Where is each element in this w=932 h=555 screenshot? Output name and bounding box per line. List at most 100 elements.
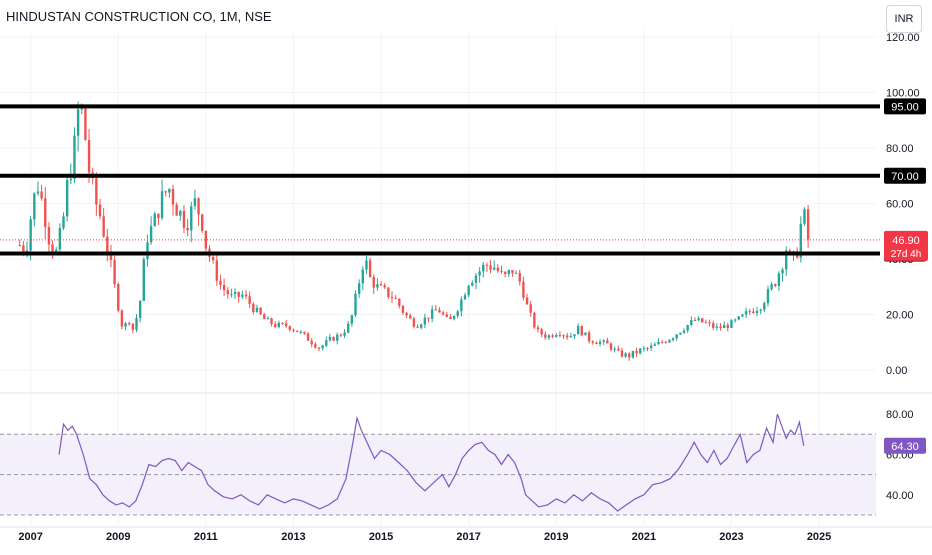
candle-body [149, 226, 153, 243]
candle-body [62, 216, 65, 229]
candle-body [569, 336, 573, 338]
candle-body [106, 236, 109, 253]
candle-body [522, 281, 525, 298]
candle-body [215, 260, 219, 281]
candle-body [617, 348, 620, 351]
candle-body [693, 319, 697, 321]
candle-body [624, 353, 627, 357]
candle-body [204, 230, 208, 249]
time-axis-tick: 2013 [281, 531, 305, 543]
level-label-box [884, 98, 926, 115]
candle-body [679, 332, 682, 335]
candle-body [628, 353, 631, 358]
candle-body [317, 347, 321, 349]
time-axis-tick: 2011 [194, 531, 218, 543]
candle-body [18, 245, 21, 247]
candle-body [25, 250, 29, 252]
candle-body [635, 350, 638, 354]
candle-body [606, 340, 609, 344]
price-axis-tick: 100.00 [886, 88, 920, 100]
candle-body [365, 260, 368, 270]
candle-body [401, 305, 405, 313]
candle-body [737, 316, 740, 320]
candle-body [357, 283, 361, 294]
candle-body [222, 284, 226, 291]
rsi-axis-tick: 80.00 [886, 409, 914, 421]
candle-body [708, 322, 711, 324]
candle-body [135, 317, 138, 330]
currency-button[interactable]: INR [886, 5, 922, 33]
candle-body [733, 319, 737, 321]
candle-body [368, 260, 372, 277]
candle-body [40, 191, 43, 199]
time-axis-tick: 2017 [456, 531, 480, 543]
rsi-value-label: 64.30 [891, 441, 919, 453]
candle-body [445, 314, 448, 317]
candle-body [299, 331, 302, 333]
candle-body [168, 189, 171, 193]
candle-body [613, 348, 616, 350]
last-price-label: 46.90 [892, 235, 920, 247]
candle-body [390, 296, 394, 299]
candle-body [551, 335, 554, 337]
candle-body [463, 295, 467, 300]
candle-body [153, 213, 156, 227]
candle-body [533, 312, 536, 328]
candle-body [511, 269, 514, 274]
candle-body [646, 348, 649, 350]
candle-body [36, 191, 40, 194]
time-axis-tick: 2015 [369, 531, 393, 543]
candle-body [51, 244, 54, 254]
candle-body [781, 269, 784, 274]
candle-body [434, 309, 438, 311]
candle-body [124, 323, 127, 327]
rsi-axis-tick: 40.00 [886, 490, 914, 502]
candle-body [98, 204, 102, 217]
candle-body [555, 334, 558, 337]
candle-body [197, 198, 200, 215]
candle-body [138, 300, 142, 318]
candle-body [255, 307, 259, 313]
candle-body [441, 312, 445, 315]
candle-body [420, 324, 423, 328]
candle-body [642, 348, 646, 350]
candle-body [295, 330, 299, 332]
candle-body [785, 250, 788, 270]
candle-body [332, 337, 335, 341]
candle-body [321, 345, 324, 349]
candle-body [244, 294, 248, 297]
candle-body [500, 271, 503, 273]
candle-body [376, 284, 379, 288]
candle-body [682, 330, 686, 333]
candle-body [131, 323, 135, 330]
rsi-line [58, 413, 805, 512]
candle-body [102, 216, 105, 237]
candle-body [741, 314, 744, 317]
candle-body [270, 318, 273, 325]
candle-body [595, 342, 598, 345]
candle-body [584, 332, 587, 336]
candle-body [241, 294, 244, 297]
candle-body [602, 340, 605, 342]
candle-body [266, 318, 270, 320]
candle-body [766, 289, 770, 304]
time-axis-tick: 2019 [544, 531, 568, 543]
candle-body [547, 335, 551, 338]
candle-body [657, 341, 660, 345]
candle-body [507, 269, 511, 274]
candle-body [306, 333, 310, 341]
candle-body [409, 315, 412, 319]
candle-body [763, 303, 766, 310]
candle-body [799, 223, 803, 258]
candle-body [69, 178, 73, 181]
candle-body [175, 204, 178, 216]
price-axis-tick: 60.00 [886, 199, 914, 211]
price-axis-tick: 20.00 [886, 310, 914, 322]
candle-body [193, 198, 197, 207]
candle-body [482, 264, 485, 272]
bar-countdown-label: 27d 4h [891, 249, 922, 260]
candle-body [171, 189, 175, 205]
candle-body [182, 210, 186, 228]
